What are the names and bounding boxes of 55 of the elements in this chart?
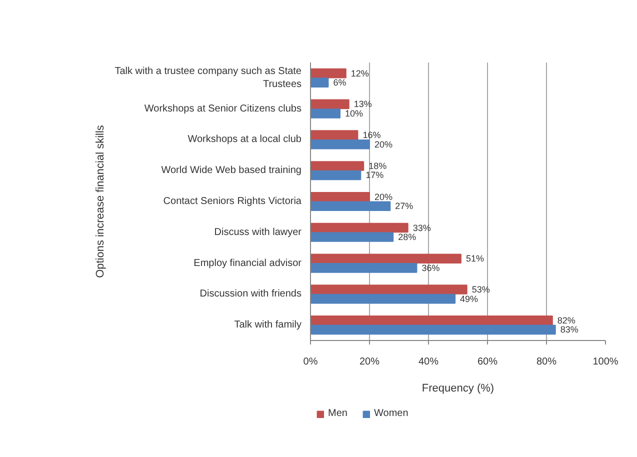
data-label: 10%	[345, 108, 364, 118]
y-tick-label: Talk with a trustee company such as State Trustees	[114, 66, 302, 90]
data-label: 16%	[362, 130, 381, 140]
y-tick-label: Employ financial advisor	[194, 258, 302, 269]
data-label: 20%	[374, 192, 393, 202]
data-label: 6%	[333, 78, 346, 88]
x-tick-label: 100%	[592, 356, 618, 368]
y-tick-label: Discuss with lawyer	[214, 226, 302, 238]
bar	[310, 222, 408, 233]
bar	[310, 324, 556, 335]
bar	[310, 263, 418, 273]
bar	[310, 284, 468, 294]
bar	[310, 316, 553, 326]
x-tick-label: 40%	[418, 356, 439, 368]
data-label: 13%	[354, 99, 372, 110]
bar	[310, 130, 358, 140]
bar	[310, 201, 391, 212]
bar	[310, 161, 364, 171]
data-label: 33%	[412, 222, 431, 233]
y-tick-label: Workshops at Senior Citizens clubs	[144, 103, 302, 114]
x-tick-label: 80%	[536, 356, 557, 368]
data-label: 36%	[422, 262, 440, 273]
x-tick-label: 20%	[359, 356, 380, 368]
bar	[310, 294, 456, 304]
bar	[310, 139, 370, 150]
y-axis-title: Options increase financial skills	[94, 124, 107, 278]
y-tick-label: Discussion with friends	[200, 288, 302, 300]
bar	[310, 192, 370, 202]
legend-label: Women	[374, 408, 408, 419]
y-tick-label: World Wide Web based training	[161, 165, 302, 176]
x-tick-label: 60%	[477, 356, 498, 368]
y-tick-label: Workshops at a local club	[188, 134, 302, 146]
bar	[310, 108, 340, 118]
data-label: 17%	[366, 170, 384, 180]
bar	[310, 254, 462, 264]
y-tick-label: Talk with family	[234, 320, 302, 331]
data-label: 12%	[350, 68, 369, 78]
x-tick-label: 0%	[303, 356, 318, 368]
bar	[310, 232, 394, 242]
data-label: 28%	[398, 232, 416, 242]
data-label: 20%	[374, 139, 393, 150]
bar	[310, 99, 350, 110]
data-label: 83%	[560, 324, 578, 335]
data-label: 18%	[368, 160, 387, 171]
legend-label: Men	[328, 408, 348, 419]
y-tick-label: Contact Seniors Rights Victoria	[163, 196, 302, 207]
data-label: 82%	[557, 315, 576, 326]
x-axis-title: Frequency (%)	[422, 382, 494, 394]
bar	[310, 78, 329, 88]
data-label: 51%	[466, 254, 484, 264]
bar	[310, 68, 346, 78]
data-label: 27%	[395, 201, 414, 212]
data-label: 53%	[472, 284, 490, 295]
data-label: 49%	[460, 294, 478, 304]
bar	[310, 170, 362, 180]
